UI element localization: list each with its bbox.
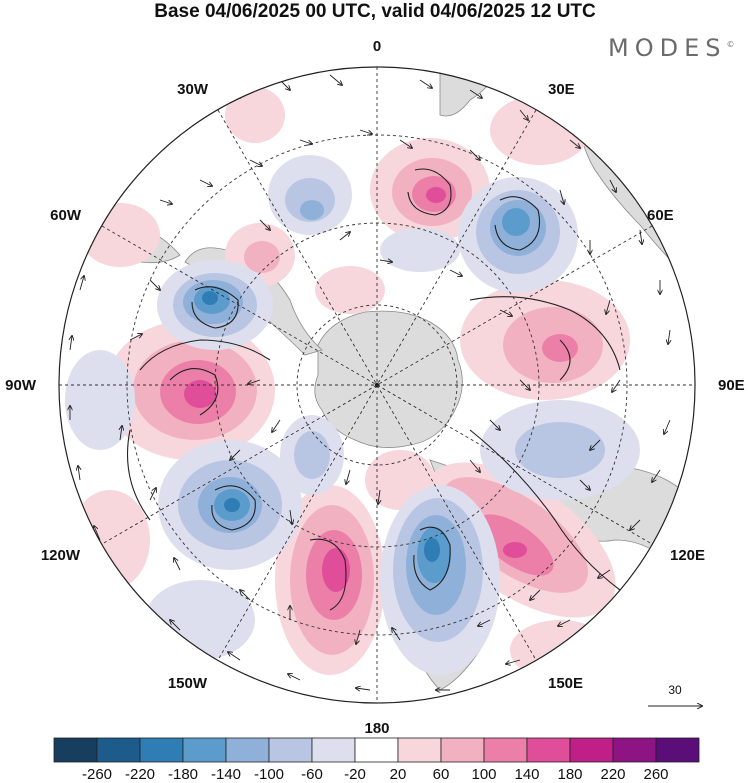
lon-label-30w: 30W — [177, 81, 209, 98]
map-content — [59, 67, 695, 703]
colorbar-tick-label: 260 — [643, 766, 668, 783]
colorbar-swatch — [483, 737, 528, 763]
lon-label-60w: 60W — [50, 207, 82, 224]
pole-marker — [374, 382, 380, 388]
lon-label-90e: 90E — [718, 377, 745, 394]
colorbar-swatch — [569, 737, 614, 763]
colorbar-swatch — [311, 737, 356, 763]
lon-label-150e: 150E — [548, 675, 583, 692]
colorbar-swatch — [182, 737, 227, 763]
colorbar-tick-label: 220 — [600, 766, 625, 783]
longitude-labels: 0 30E 60E 90E 120E 150E 180 150W 120W 90… — [5, 38, 745, 737]
colorbar-swatch — [397, 737, 442, 763]
colorbar-swatch — [354, 737, 399, 763]
colorbar-swatch — [440, 737, 485, 763]
map-boundary — [58, 66, 696, 704]
flow-streamlines — [127, 168, 621, 611]
lon-label-180: 180 — [364, 720, 389, 737]
colorbar-swatch — [526, 737, 571, 763]
colorbar-tick-label: -100 — [254, 766, 284, 783]
colorbar-swatch — [53, 737, 98, 763]
colorbar: -260 -220 -180 -140 -100 -60 -20 20 60 100 140 180 2… — [53, 737, 700, 783]
colorbar-tick-label: 20 — [390, 766, 407, 783]
lon-label-60e: 60E — [647, 207, 674, 224]
lon-label-90w: 90W — [5, 377, 37, 394]
colorbar-swatch — [96, 737, 141, 763]
lon-label-120w: 120W — [41, 547, 81, 564]
colorbar-tick-label: -60 — [301, 766, 323, 783]
colorbar-swatch — [268, 737, 313, 763]
colorbar-tick-label: -220 — [125, 766, 155, 783]
reference-vector: 30 — [648, 683, 702, 706]
lon-label-120e: 120E — [670, 547, 705, 564]
colorbar-tick-label: 180 — [557, 766, 582, 783]
colorbar-swatch — [225, 737, 270, 763]
lon-label-150w: 150W — [168, 675, 208, 692]
page-title: Base 04/06/2025 00 UTC, valid 04/06/2025… — [154, 1, 596, 22]
brand-text: MODES — [608, 34, 727, 62]
colorbar-tick-label: 140 — [514, 766, 539, 783]
colorbar-tick-label: -20 — [344, 766, 366, 783]
brand-logo: MODES© — [608, 34, 734, 62]
lon-label-30e: 30E — [548, 81, 575, 98]
lon-label-0: 0 — [373, 38, 381, 55]
colorbar-tick-label: 100 — [471, 766, 496, 783]
colorbar-tick-label: 60 — [433, 766, 450, 783]
colorbar-tick-label: -180 — [168, 766, 198, 783]
colorbar-swatch — [139, 737, 184, 763]
brand-mark: © — [726, 40, 735, 49]
reference-vector-label: 30 — [668, 683, 682, 697]
colorbar-swatch — [612, 737, 657, 763]
colorbar-swatch — [655, 737, 700, 763]
colorbar-tick-label: -140 — [211, 766, 241, 783]
colorbar-tick-label: -260 — [82, 766, 112, 783]
